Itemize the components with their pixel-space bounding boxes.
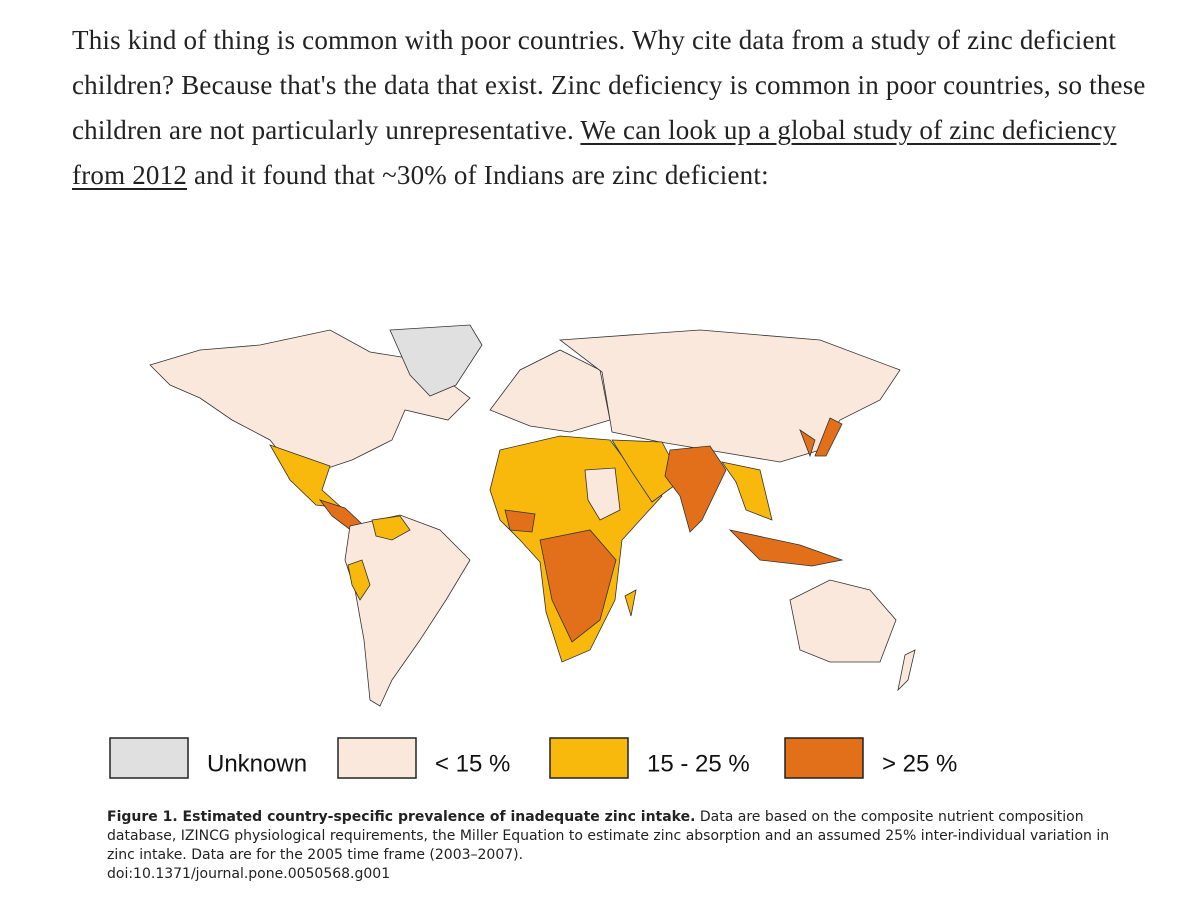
korea — [799, 428, 816, 458]
central-africa — [539, 529, 617, 643]
australia — [789, 579, 897, 663]
legend: Unknown < 15 % 15 - 25 % > 25 % — [109, 737, 957, 779]
north-africa — [584, 467, 621, 521]
paragraph: This kind of thing is common with poor c… — [72, 18, 1162, 198]
text: and it found that ~30% of Indians are zi… — [194, 160, 769, 190]
legend-swatch — [337, 737, 417, 779]
caption-title: Figure 1. Estimated country-specific pre… — [107, 809, 696, 825]
legend-swatch — [784, 737, 864, 779]
link[interactable]: We can look up a global study of zinc de… — [72, 115, 1117, 190]
southeast-asia — [721, 461, 773, 521]
madagascar — [624, 589, 637, 617]
legend-swatch — [109, 737, 189, 779]
legend-label: < 15 % — [435, 750, 510, 777]
new-zealand — [897, 649, 916, 692]
west-africa — [504, 509, 536, 533]
north-america — [149, 329, 471, 471]
peru — [347, 559, 371, 601]
japan — [814, 417, 843, 457]
doi: doi:10.1371/journal.pone.0050568.g001 — [107, 866, 391, 882]
caption-body: Data are based on the composite nutrient… — [107, 809, 1110, 863]
legend-swatch — [549, 737, 629, 779]
text: This kind of thing is common with poor c… — [72, 25, 1146, 145]
middle-east — [611, 439, 683, 503]
legend-label: > 25 % — [882, 750, 957, 777]
figure: Unknown < 15 % 15 - 25 % > 25 % — [109, 324, 957, 779]
india — [664, 445, 727, 533]
greenland — [389, 324, 483, 397]
south-america — [344, 514, 471, 707]
caption: Figure 1. Estimated country-specific pre… — [107, 808, 1137, 884]
indonesia — [728, 529, 844, 567]
europe — [489, 349, 611, 433]
venezuela — [371, 515, 411, 541]
legend-label: Unknown — [207, 750, 307, 777]
world-map — [149, 324, 916, 707]
legend-label: 15 - 25 % — [647, 750, 750, 777]
